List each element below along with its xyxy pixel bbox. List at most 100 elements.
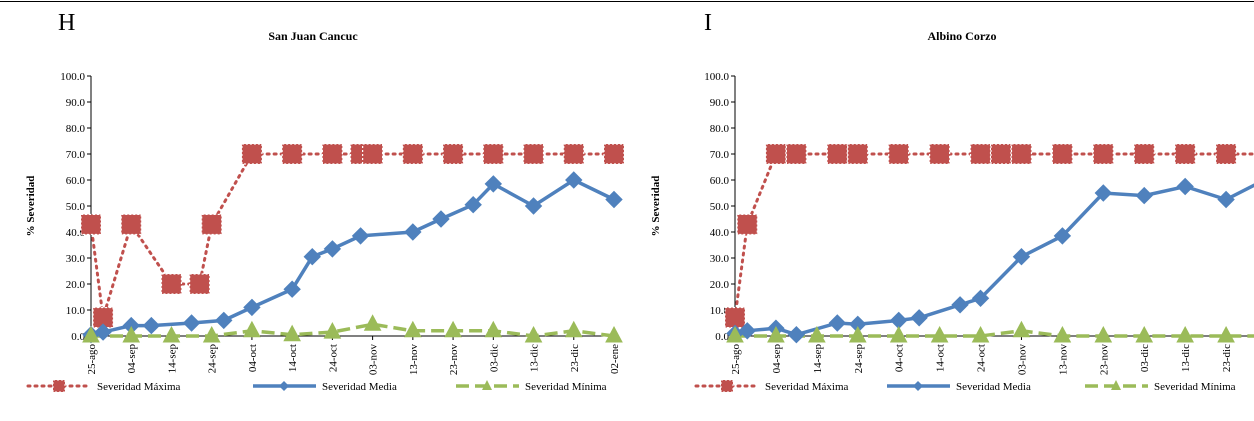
max-point — [201, 213, 223, 236]
x-tick-label: 14-sep — [166, 344, 178, 374]
mean-point — [303, 247, 321, 266]
chart-panel-h: H San Juan Cancuc % Severidad 0.0 10.0 20.0 3… — [25, 10, 625, 393]
mean-point — [1135, 186, 1153, 205]
mean-point — [605, 190, 623, 209]
mean-point — [1094, 184, 1113, 202]
max-point — [888, 143, 910, 165]
legend-marker — [52, 379, 66, 393]
min-point — [726, 325, 744, 343]
mean-point — [94, 323, 112, 341]
max-point — [281, 143, 303, 165]
min-point — [1053, 325, 1072, 343]
y-tick-label: 50.0 — [710, 201, 730, 213]
y-tick-label: 100.0 — [60, 71, 85, 83]
min-point — [848, 325, 867, 343]
chart-svg: San Juan Cancuc % Severidad 0.0 10.0 20.0 30.… — [25, 29, 625, 393]
mean-point — [464, 195, 482, 214]
max-point — [120, 213, 142, 236]
y-tick-label: 90.0 — [66, 97, 86, 109]
chart-title: San Juan Cancuc — [268, 29, 358, 43]
mean-point — [738, 322, 756, 340]
legend-marker — [913, 381, 923, 391]
max-point — [522, 143, 545, 165]
mean-point — [1176, 177, 1194, 196]
min-point — [930, 325, 949, 343]
x-tick-label: 02-ene — [609, 344, 621, 374]
panel-letter: I — [704, 10, 712, 36]
max-point — [189, 273, 211, 295]
min-point — [162, 325, 181, 343]
x-tick-label: 24-sep — [853, 344, 865, 374]
mean-point — [828, 314, 847, 332]
x-tick-label: 13-nov — [1057, 344, 1069, 376]
mean-point — [951, 296, 969, 314]
legend-label: Severidad Media — [322, 381, 397, 393]
max-point — [1092, 143, 1114, 165]
y-tick-label: 70.0 — [710, 149, 730, 161]
min-point — [1176, 325, 1194, 343]
legend-label: Severidad Mínima — [525, 381, 607, 393]
x-tick-label: 03-dic — [1139, 344, 1151, 372]
min-point — [1135, 325, 1154, 343]
y-tick-label: 0.0 — [715, 331, 729, 343]
chart-svg: Albino Corzo% Severidad0.010.020.030.040… — [650, 29, 1254, 393]
mean-point — [404, 223, 422, 241]
panel-letter: H — [58, 10, 76, 36]
legend-marker — [482, 380, 492, 390]
legend-label: Severidad Máxima — [97, 381, 181, 393]
max-point — [241, 143, 263, 165]
x-tick-label: 23-nov — [448, 344, 460, 376]
legend-marker — [720, 379, 734, 393]
y-tick-label: 10.0 — [66, 305, 86, 317]
series-line — [91, 322, 615, 338]
max-point — [736, 213, 758, 236]
x-tick-label: 24-oct — [976, 344, 988, 372]
min-point — [605, 325, 623, 343]
x-tick-label: 13-dic — [1180, 344, 1192, 372]
legend-label: Severidad Máxima — [765, 381, 849, 393]
y-tick-label: 0.0 — [71, 331, 85, 343]
x-tick-label: 24-oct — [327, 344, 339, 372]
min-point — [122, 325, 141, 343]
x-tick-label: 04-sep — [126, 344, 138, 374]
min-point — [1094, 325, 1113, 343]
max-point — [724, 306, 746, 329]
max-point — [603, 143, 625, 165]
chart-panel-i: I Albino Corzo% Severidad 0.0 10.0 20.0 30.0… — [627, 0, 1254, 421]
min-point — [283, 324, 301, 342]
mean-point — [910, 309, 928, 327]
min-point — [404, 320, 422, 338]
max-point — [1051, 143, 1073, 165]
max-point — [929, 143, 951, 165]
series-line — [735, 329, 1254, 338]
max-point — [765, 143, 787, 165]
mean-point — [182, 314, 201, 332]
x-tick-label: 04-oct — [894, 344, 906, 372]
y-tick-label: 30.0 — [66, 253, 86, 265]
min-point — [524, 325, 543, 343]
max-point — [402, 143, 424, 165]
y-tick-label: 60.0 — [66, 175, 86, 187]
mean-point — [1217, 190, 1235, 209]
chart-title: Albino Corzo — [928, 29, 997, 43]
min-point — [82, 325, 100, 343]
y-tick-label: 100.0 — [704, 71, 729, 83]
min-point — [564, 320, 583, 338]
legend-marker — [1111, 380, 1121, 390]
y-tick-label: 20.0 — [66, 279, 86, 291]
max-point — [80, 213, 102, 236]
min-point — [243, 320, 261, 338]
y-tick-label: 70.0 — [66, 149, 86, 161]
mean-point — [142, 316, 161, 335]
mean-point — [215, 311, 233, 330]
x-tick-label: 04-oct — [247, 344, 259, 372]
max-point — [1174, 143, 1196, 165]
min-point — [808, 325, 826, 343]
max-point — [826, 143, 848, 165]
x-tick-label: 04-sep — [771, 344, 783, 374]
x-tick-label: 23-dic — [569, 344, 581, 372]
min-point — [484, 320, 503, 338]
x-tick-label: 14-oct — [287, 344, 299, 372]
max-point — [1215, 143, 1237, 165]
max-point — [1010, 143, 1033, 165]
